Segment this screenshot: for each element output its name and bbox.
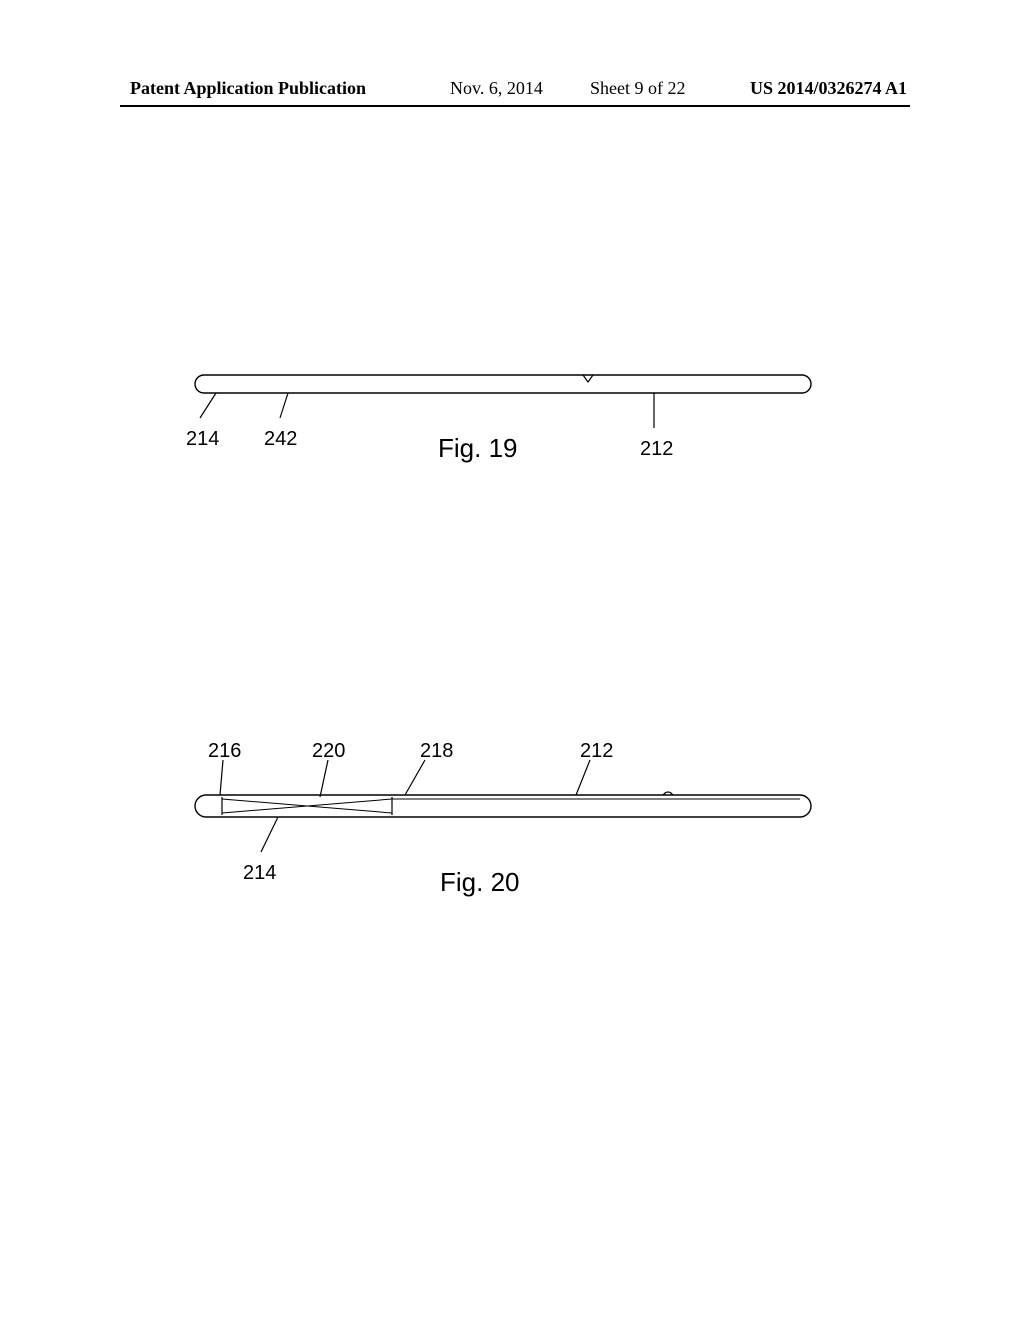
fig20-leader <box>576 760 590 795</box>
fig20-leader <box>320 760 328 797</box>
ref-220: 220 <box>312 740 345 763</box>
fig20-leader <box>261 817 278 852</box>
fig20-leader <box>405 760 425 795</box>
fig20-leader <box>220 760 223 795</box>
ref-218: 218 <box>420 740 453 763</box>
fig20-caption: Fig. 20 <box>440 867 520 898</box>
ref-214b: 214 <box>243 862 276 885</box>
ref-216: 216 <box>208 740 241 763</box>
fig20-drawing <box>0 0 1024 950</box>
fig20-rod <box>195 795 811 817</box>
ref-212b: 212 <box>580 740 613 763</box>
figure-area: 214 242 212 Fig. 19 216 220 218 212 214 … <box>0 0 1024 1320</box>
